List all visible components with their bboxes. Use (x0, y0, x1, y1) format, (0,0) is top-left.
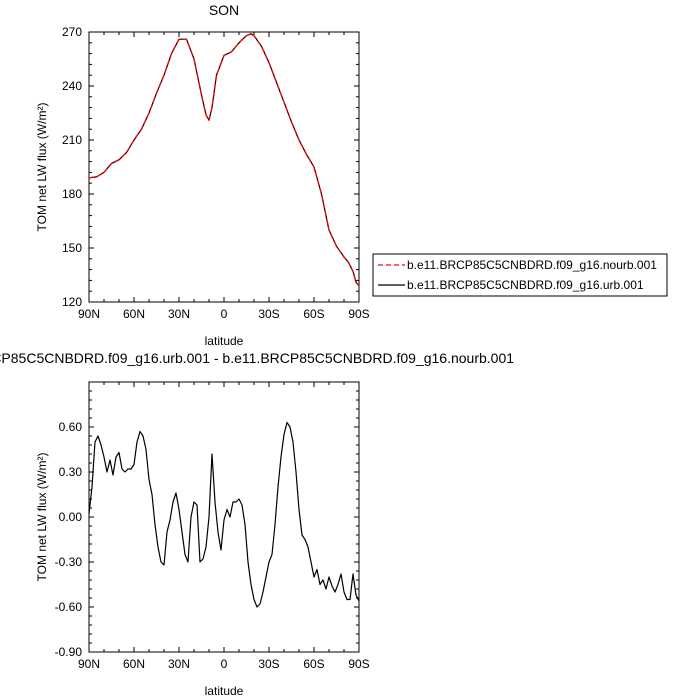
top-x-tick-label: 0 (221, 307, 228, 321)
bottom-plot-frame (88, 381, 360, 653)
top-series-lines (88, 33, 360, 287)
top-plot-panel: SON 90N 60N 30N 0 30S 60S 90S 120 150 180 210 240 27… (35, 2, 370, 348)
top-y-tick-label: 270 (62, 25, 82, 39)
bottom-y-axis-label: TOM net LW flux (W/m²) (35, 453, 49, 582)
bottom-x-tick-label: 30S (258, 657, 279, 671)
top-plot-title: SON (209, 2, 239, 18)
bottom-x-tick-label: 30N (168, 657, 190, 671)
bottom-x-tick-label: 60N (123, 657, 145, 671)
bottom-axis-ticks: 90N 60N 30N 0 30S 60S 90S -0.90 -0.60 -0.30 0.00 0.… (55, 382, 370, 671)
bottom-x-tick-label: 60S (303, 657, 324, 671)
bottom-x-tick-label: 90S (348, 657, 369, 671)
top-y-tick-label: 240 (62, 79, 82, 93)
top-y-tick-label: 120 (62, 295, 82, 309)
legend-entry-urb: b.e11.BRCP85C5CNBDRD.f09_g16.urb.001 (407, 278, 644, 292)
top-plot-frame (88, 31, 360, 303)
top-y-tick-label: 210 (62, 133, 82, 147)
bottom-series-line-0 (88, 421, 360, 608)
top-y-axis-label: TOM net LW flux (W/m²) (35, 103, 49, 232)
bottom-y-tick-label: -0.30 (55, 555, 83, 569)
bottom-y-tick-label: -0.60 (55, 600, 83, 614)
bottom-x-axis-label: latitude (205, 684, 244, 698)
bottom-y-tick-label: 0.60 (59, 420, 83, 434)
top-y-tick-label: 180 (62, 187, 82, 201)
bottom-series-lines (88, 421, 360, 608)
bottom-y-tick-label: 0.00 (59, 510, 83, 524)
bottom-y-tick-label: -0.90 (55, 645, 83, 659)
legend-frame (372, 253, 668, 297)
bottom-plot-title: b.e11.BRCP85C5CNBDRD.f09_g16.urb.001 - b… (0, 350, 514, 366)
top-series-line-0 (88, 33, 360, 287)
top-y-tick-label: 150 (62, 241, 82, 255)
top-series-line-1 (88, 33, 360, 287)
top-x-tick-label: 60N (123, 307, 145, 321)
top-plot-legend: b.e11.BRCP85C5CNBDRD.f09_g16.nourb.001 b… (372, 253, 668, 297)
top-x-tick-label: 90S (348, 307, 369, 321)
top-axis-ticks: 90N 60N 30N 0 30S 60S 90S 120 150 180 210 240 270 (62, 25, 370, 321)
bottom-x-tick-label: 0 (221, 657, 228, 671)
top-x-axis-label: latitude (205, 334, 244, 348)
bottom-plot-panel: b.e11.BRCP85C5CNBDRD.f09_g16.urb.001 - b… (0, 350, 514, 698)
bottom-x-tick-label: 90N (78, 657, 100, 671)
top-x-tick-label: 90N (78, 307, 100, 321)
legend-entry-nourb: b.e11.BRCP85C5CNBDRD.f09_g16.nourb.001 (407, 258, 657, 272)
top-x-tick-label: 60S (303, 307, 324, 321)
top-x-tick-label: 30N (168, 307, 190, 321)
top-x-tick-label: 30S (258, 307, 279, 321)
bottom-y-tick-label: 0.30 (59, 465, 83, 479)
